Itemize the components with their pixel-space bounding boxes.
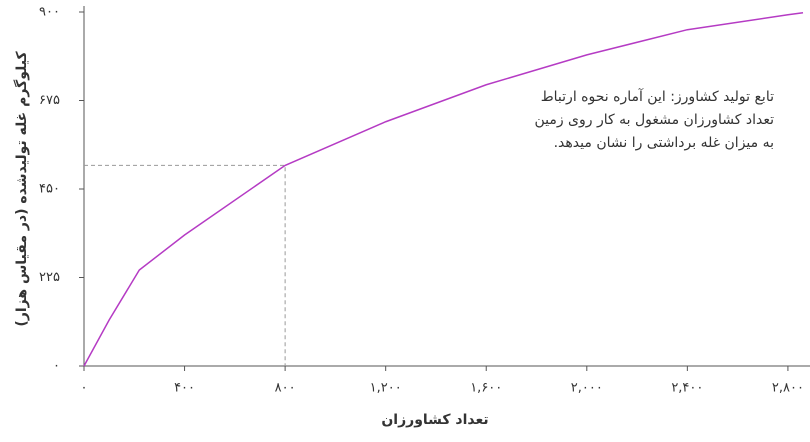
x-axis-label: تعداد کشاورزان — [381, 412, 488, 428]
x-tick-label: ۴۰۰ — [174, 381, 195, 396]
x-tick-label: ۸۰۰ — [275, 381, 296, 396]
x-tick-label: ۲,۴۰۰ — [671, 381, 703, 396]
y-axis-label: کیلوگرم غله تولیدشده (در مقیاس هزار) — [13, 51, 30, 327]
annotation: تابع تولید کشاورز: این آماره نحوه ارتباط — [541, 88, 774, 105]
reference-lines — [84, 164, 286, 366]
y-tick-label: ۴۵۰ — [39, 182, 60, 197]
annotation: تعداد کشاورزان مشغول به کار روی زمین — [534, 112, 774, 128]
production-curve — [83, 12, 804, 367]
y-tick-label: ۶۷۵ — [39, 93, 60, 108]
y-tick-label: ۹۰۰ — [39, 5, 60, 20]
x-tick-label: ۲,۸۰۰ — [772, 381, 804, 396]
x-tick-label: ۰ — [81, 381, 88, 396]
annotation: به میزان غله برداشتی را نشان میدهد. — [554, 135, 774, 151]
x-tick-label: ۲,۰۰۰ — [571, 381, 603, 396]
x-tick-label: ۱,۶۰۰ — [470, 381, 502, 396]
x-tick-label: ۱,۲۰۰ — [370, 381, 402, 396]
y-tick-label: ۲۲۵ — [39, 270, 60, 285]
y-tick-label: ۰ — [53, 359, 60, 374]
